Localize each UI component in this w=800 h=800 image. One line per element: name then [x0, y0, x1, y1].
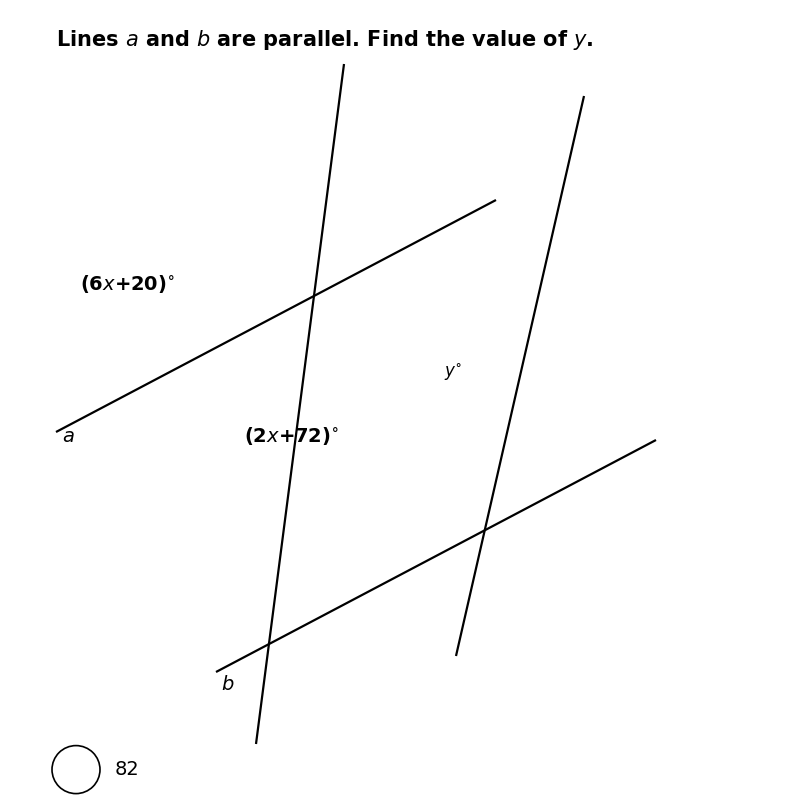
Text: 82: 82	[114, 760, 139, 779]
Text: $\mathit{y}$$\mathbf{^{\circ}}$: $\mathit{y}$$\mathbf{^{\circ}}$	[444, 362, 462, 382]
Text: $\mathit{a}$: $\mathit{a}$	[62, 426, 74, 446]
Text: $\mathit{b}$: $\mathit{b}$	[222, 674, 234, 694]
Text: $\mathbf{(2}$$\mathbf{\mathit{x}}$$\mathbf{+72)^{\circ}}$: $\mathbf{(2}$$\mathbf{\mathit{x}}$$\math…	[244, 425, 339, 447]
Text: $\mathbf{(6}$$\mathbf{\mathit{x}}$$\mathbf{+20)^{\circ}}$: $\mathbf{(6}$$\mathbf{\mathit{x}}$$\math…	[80, 273, 175, 295]
Text: Lines $\mathit{a}$ and $\mathit{b}$ are parallel. Find the value of $\mathit{y}$: Lines $\mathit{a}$ and $\mathit{b}$ are …	[56, 28, 594, 52]
Circle shape	[52, 746, 100, 794]
